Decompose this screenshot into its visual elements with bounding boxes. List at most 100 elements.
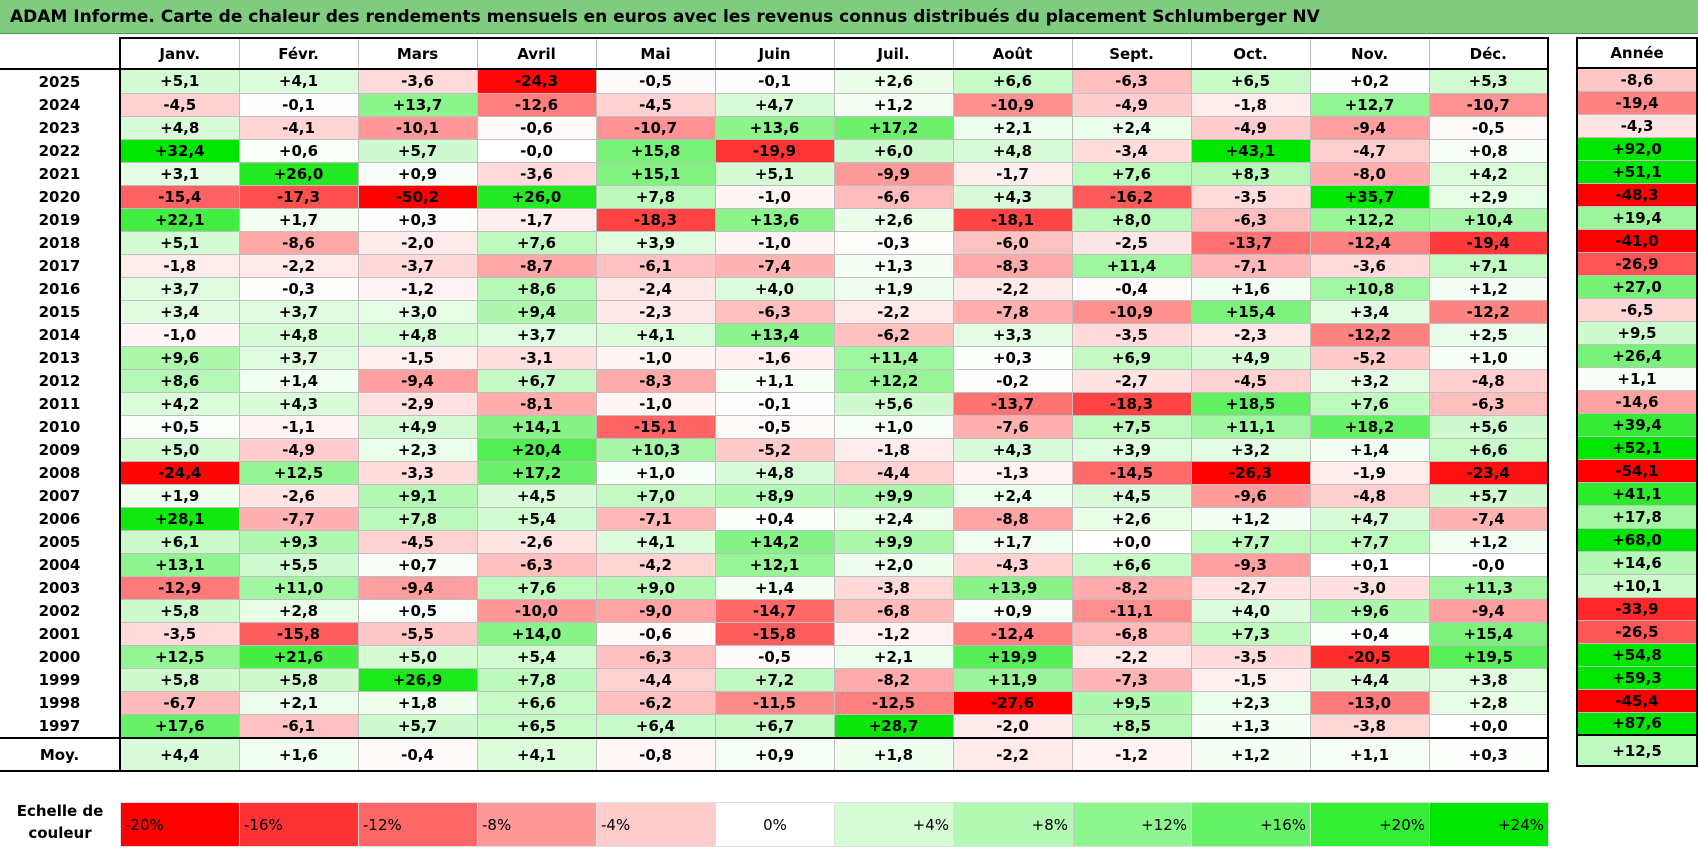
heatmap-cell: -2,7 bbox=[1071, 368, 1192, 393]
heatmap-cell: -2,3 bbox=[1190, 322, 1311, 347]
heatmap-cell: +8,0 bbox=[1071, 207, 1192, 232]
table-row: 2010 +0,5 -1,1 +4,9 +14,1 -15,1 -0,5 +1,0 -7,6 +7… bbox=[0, 414, 1549, 439]
annual-cell: -41,0 bbox=[1576, 228, 1698, 253]
heatmap-cell: -7,1 bbox=[595, 506, 716, 531]
month-header: Juin bbox=[714, 37, 835, 70]
heatmap-cell: +2,1 bbox=[833, 644, 954, 669]
heatmap-cell: +4,7 bbox=[714, 92, 835, 117]
heatmap-cell: +9,5 bbox=[1071, 690, 1192, 715]
heatmap-cell: +1,7 bbox=[952, 529, 1073, 554]
heatmap-cell: +4,8 bbox=[952, 138, 1073, 163]
heatmap-cell: -4,9 bbox=[1071, 92, 1192, 117]
table-row: 2000 +12,5 +21,6 +5,0 +5,4 -6,3 -0,5 +2,1 +19,9-… bbox=[0, 644, 1549, 669]
heatmap-cell: +1,8 bbox=[357, 690, 478, 715]
heatmap-cell: +11,9 bbox=[952, 667, 1073, 692]
heatmap-cell: +12,1 bbox=[714, 552, 835, 577]
heatmap-cell: +6,4 bbox=[595, 713, 716, 739]
heatmap-cell: +13,4 bbox=[714, 322, 835, 347]
annual-header: Année bbox=[1576, 37, 1698, 69]
heatmap-cell: +3,8 bbox=[1428, 667, 1549, 692]
heatmap-cell: -12,9 bbox=[119, 575, 240, 600]
heatmap-cell: -2,3 bbox=[595, 299, 716, 324]
heatmap-cell: -9,4 bbox=[357, 368, 478, 393]
heatmap-table: Janv. Févr. Mars Avril Mai Juin Juil. Août Sept.… bbox=[0, 37, 1549, 772]
heatmap-cell: +7,6 bbox=[1071, 161, 1192, 186]
heatmap-cell: +5,6 bbox=[833, 391, 954, 416]
heatmap-cell: +5,0 bbox=[357, 644, 478, 669]
heatmap-cell: +2,3 bbox=[1190, 690, 1311, 715]
heatmap-cell: +3,7 bbox=[238, 345, 359, 370]
color-scale-stop: -8% bbox=[477, 802, 597, 847]
table-row: 1998 -6,7 +2,1 +1,8 +6,6 -6,2 -11,5 -12,5 -27,6 +… bbox=[0, 690, 1549, 715]
heatmap-cell: -7,4 bbox=[714, 253, 835, 278]
heatmap-cell: +3,7 bbox=[476, 322, 597, 347]
color-scale-stop: -4% bbox=[596, 802, 716, 847]
heatmap-cell: -0,5 bbox=[714, 414, 835, 439]
heatmap-cell: -6,2 bbox=[833, 322, 954, 347]
heatmap-cell: +15,4 bbox=[1190, 299, 1311, 324]
heatmap-cell: +13,6 bbox=[714, 115, 835, 140]
annual-cell: -8,6 bbox=[1576, 67, 1698, 92]
heatmap-cell: +4,7 bbox=[1309, 506, 1430, 531]
heatmap-cell: -3,5 bbox=[1190, 184, 1311, 209]
month-header: Nov. bbox=[1309, 37, 1430, 70]
heatmap-cell: +5,6 bbox=[1428, 414, 1549, 439]
heatmap-cell: +5,5 bbox=[238, 552, 359, 577]
heatmap-cell: -10,1 bbox=[357, 115, 478, 140]
heatmap-cell: +5,4 bbox=[476, 644, 597, 669]
heatmap-cell: +28,7 bbox=[833, 713, 954, 739]
heatmap-cell: -20,5 bbox=[1309, 644, 1430, 669]
heatmap-cell: +2,6 bbox=[833, 207, 954, 232]
heatmap-cell: -24,3 bbox=[476, 68, 597, 94]
heatmap-cell: +8,3 bbox=[1190, 161, 1311, 186]
heatmap-cell: -13,7 bbox=[1190, 230, 1311, 255]
month-header: Avril bbox=[476, 37, 597, 70]
heatmap-cell: +6,6 bbox=[1428, 437, 1549, 462]
annual-cell: -54,1 bbox=[1576, 458, 1698, 483]
heatmap-cell: -4,9 bbox=[238, 437, 359, 462]
heatmap-cell: -3,3 bbox=[357, 460, 478, 485]
heatmap-cell: +0,4 bbox=[1309, 621, 1430, 646]
heatmap-cell: +10,4 bbox=[1428, 207, 1549, 232]
heatmap-cell: -4,5 bbox=[595, 92, 716, 117]
heatmap-cell: +3,9 bbox=[595, 230, 716, 255]
heatmap-cell: +12,5 bbox=[119, 644, 240, 669]
heatmap-cell: +17,2 bbox=[833, 115, 954, 140]
heatmap-cell: +9,1 bbox=[357, 483, 478, 508]
month-header: Août bbox=[952, 37, 1073, 70]
heatmap-cell: +1,0 bbox=[595, 460, 716, 485]
table-row: 2019 +22,1 +1,7 +0,3 -1,7 -18,3 +13,6 +2,6 -18,1… bbox=[0, 207, 1549, 232]
heatmap-cell: +1,6 bbox=[1190, 276, 1311, 301]
heatmap-cell: -14,7 bbox=[714, 598, 835, 623]
annual-cell: -6,5 bbox=[1576, 297, 1698, 322]
average-cell: -0,8 bbox=[595, 737, 716, 772]
heatmap-cell: -4,5 bbox=[357, 529, 478, 554]
heatmap-cell: +15,1 bbox=[595, 161, 716, 186]
heatmap-cell: -2,2 bbox=[952, 276, 1073, 301]
heatmap-cell: -18,3 bbox=[595, 207, 716, 232]
heatmap-cell: -0,6 bbox=[595, 621, 716, 646]
month-header: Févr. bbox=[238, 37, 359, 70]
heatmap-cell: +0,7 bbox=[357, 552, 478, 577]
table-row: 2004 +13,1 +5,5 +0,7 -6,3 -4,2 +12,1 +2,0 -4,3 +6… bbox=[0, 552, 1549, 577]
heatmap-cell: -3,5 bbox=[1190, 644, 1311, 669]
heatmap-cell: -4,9 bbox=[1190, 115, 1311, 140]
heatmap-cell: +5,1 bbox=[714, 161, 835, 186]
heatmap-cell: +13,6 bbox=[714, 207, 835, 232]
table-row: 2012 +8,6 +1,4 -9,4 +6,7 -8,3 +1,1 +12,2 -0,2 -2,… bbox=[0, 368, 1549, 393]
heatmap-cell: +4,8 bbox=[119, 115, 240, 140]
heatmap-cell: -18,1 bbox=[952, 207, 1073, 232]
heatmap-cell: -15,4 bbox=[119, 184, 240, 209]
heatmap-cell: +6,5 bbox=[1190, 68, 1311, 94]
annual-cell: +92,0 bbox=[1576, 136, 1698, 161]
heatmap-cell: +3,9 bbox=[1071, 437, 1192, 462]
year-label: 2012 bbox=[38, 371, 81, 390]
heatmap-cell: +2,6 bbox=[1071, 506, 1192, 531]
heatmap-cell: -2,7 bbox=[1190, 575, 1311, 600]
heatmap-cell: -5,5 bbox=[357, 621, 478, 646]
heatmap-cell: +11,3 bbox=[1428, 575, 1549, 600]
heatmap-cell: -9,3 bbox=[1190, 552, 1311, 577]
color-scale-stop: -20% bbox=[120, 802, 240, 847]
heatmap-cell: +1,2 bbox=[833, 92, 954, 117]
heatmap-cell: +9,4 bbox=[476, 299, 597, 324]
